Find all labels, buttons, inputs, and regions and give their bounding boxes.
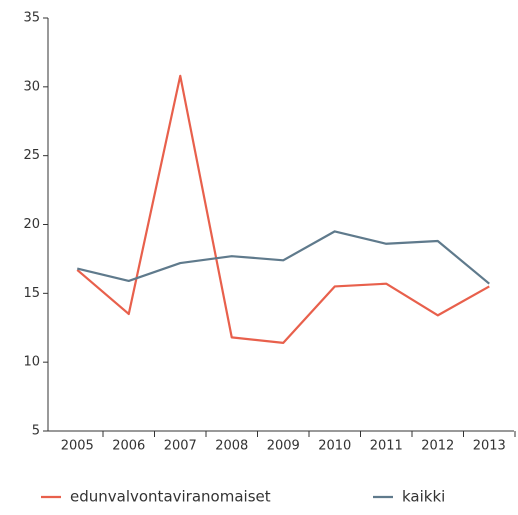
y-tick-label: 30: [23, 79, 40, 94]
x-tick-label: 2006: [112, 439, 145, 454]
x-tick-label: 2005: [61, 439, 94, 454]
line-series: [76, 74, 490, 344]
y-tick-label: 20: [23, 217, 40, 232]
x-tick-label: 2011: [370, 439, 403, 454]
x-tick-label: 2013: [473, 439, 506, 454]
legend-label: kaikki: [402, 488, 445, 506]
x-tick-label: 2007: [164, 439, 197, 454]
y-tick-label: 35: [23, 11, 40, 26]
y-tick-label: 10: [23, 355, 40, 370]
line-series: [76, 230, 490, 285]
legend-label: edunvalvontaviranomaiset: [70, 488, 271, 506]
x-tick-label: 2009: [267, 439, 300, 454]
y-tick-label: 25: [23, 148, 40, 163]
y-tick-label: 5: [32, 424, 40, 439]
x-tick-label: 2010: [318, 439, 351, 454]
x-tick-label: 2008: [215, 439, 248, 454]
x-tick-label: 2012: [421, 439, 454, 454]
y-tick-label: 15: [23, 286, 40, 301]
